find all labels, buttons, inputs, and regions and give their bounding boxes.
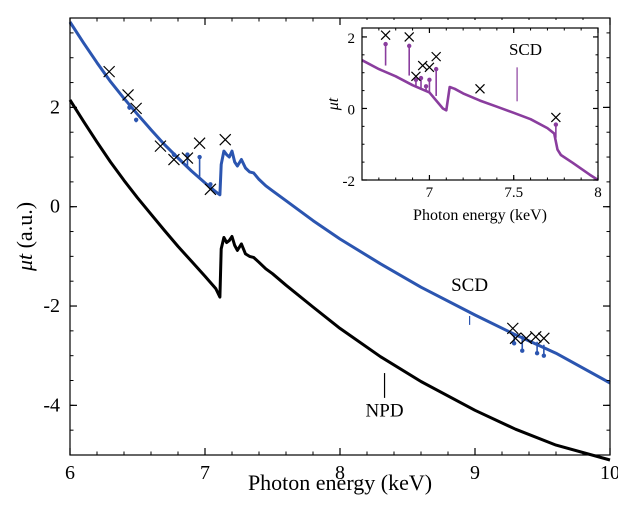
y-tick-label: 2 bbox=[50, 96, 60, 118]
y-axis-title: μt (a.u.) bbox=[12, 202, 37, 272]
x-tick-label: 9 bbox=[470, 462, 480, 484]
glitch-peak-dot bbox=[407, 44, 411, 48]
glitch-peak-dot bbox=[434, 67, 438, 71]
glitch-peak-dot bbox=[535, 351, 539, 355]
x-tick-label: 7 bbox=[200, 462, 210, 484]
x-tick-label: 8 bbox=[594, 185, 602, 201]
glitch-peak-dot bbox=[427, 78, 431, 82]
glitch-peak-dot bbox=[197, 155, 201, 159]
y-tick-label: 0 bbox=[348, 102, 356, 118]
glitch-peak-dot bbox=[208, 182, 212, 186]
annotation-label-scd: SCD bbox=[451, 275, 488, 296]
glitch-cross-marker bbox=[220, 134, 231, 145]
x-tick-label: 7.5 bbox=[504, 185, 523, 201]
inset-background bbox=[358, 20, 602, 222]
y-axis-title-suffix: (a.u.) bbox=[12, 202, 37, 254]
y-axis-title: μt bbox=[325, 97, 342, 111]
x-axis-title: Photon energy (keV) bbox=[413, 207, 547, 224]
glitch-cross-marker bbox=[530, 331, 541, 342]
glitch-peak-dot bbox=[520, 349, 524, 353]
y-axis-title-symbol: μt bbox=[325, 97, 342, 111]
glitch-peak-dot bbox=[127, 105, 131, 109]
y-tick-label: 0 bbox=[50, 196, 60, 218]
annotation-label-scd: SCD bbox=[509, 40, 542, 59]
y-axis-title-symbol: μt bbox=[12, 253, 37, 272]
x-axis-title: Photon energy (keV) bbox=[248, 470, 432, 495]
x-tick-label: 6 bbox=[65, 462, 75, 484]
glitch-peak-dot bbox=[542, 353, 546, 357]
glitch-cross-marker bbox=[194, 138, 205, 149]
x-tick-label: 7 bbox=[426, 185, 434, 201]
glitch-peak-dot bbox=[383, 42, 387, 46]
y-tick-label: -2 bbox=[343, 174, 356, 190]
glitch-cross-marker bbox=[104, 66, 115, 77]
y-tick-label: -2 bbox=[43, 295, 60, 317]
glitch-peak-dot bbox=[424, 84, 428, 88]
annotation-label-npd: NPD bbox=[366, 400, 404, 421]
inset-plot: SCD 7 7.5 8 -2 0 2 Photon energy (keV) μt bbox=[325, 20, 602, 224]
x-tick-label: 10 bbox=[600, 462, 618, 484]
glitch-cross-marker bbox=[123, 89, 134, 100]
y-tick-label: -4 bbox=[43, 394, 60, 416]
y-tick-label: 2 bbox=[348, 31, 356, 47]
glitch-peak-dot bbox=[134, 118, 138, 122]
glitch-cross-marker bbox=[538, 333, 549, 344]
glitch-peak-dot bbox=[554, 122, 558, 126]
glitch-peak-dot bbox=[172, 152, 176, 156]
